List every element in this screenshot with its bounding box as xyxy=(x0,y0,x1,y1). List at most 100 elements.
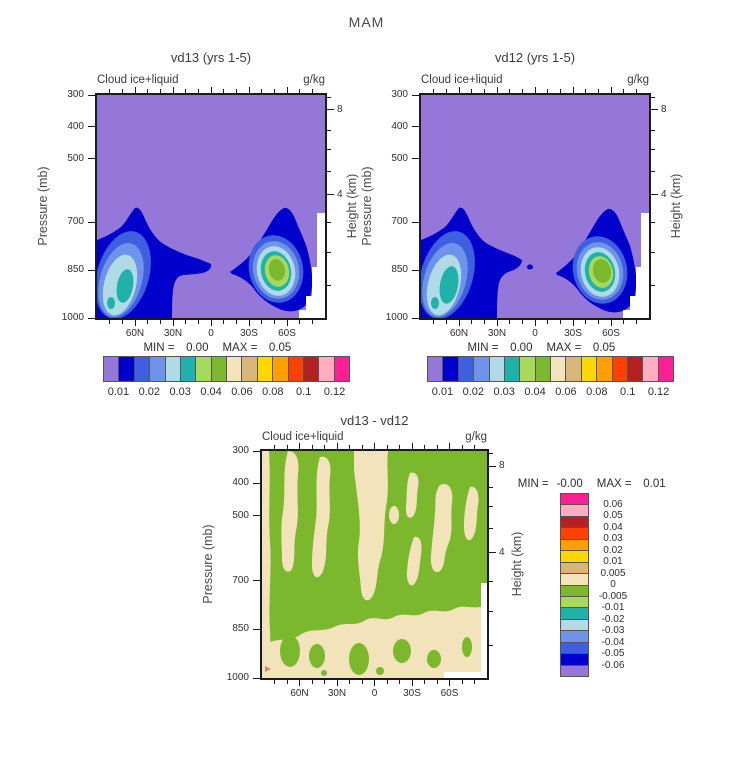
lat-tick-label: 0 xyxy=(371,688,378,699)
pressure-tick xyxy=(88,126,95,128)
vd13-min-label: MIN = xyxy=(143,342,175,354)
colorbar-cell xyxy=(561,596,588,609)
lat-minor-tick-top xyxy=(471,89,473,93)
lat-minor-tick xyxy=(349,680,350,684)
colorbar-vd13 xyxy=(103,356,350,382)
colorbar-cell xyxy=(566,357,582,381)
colorbar-cell xyxy=(165,357,181,381)
height-minor-tick xyxy=(651,252,655,254)
vd12-max-label: MAX = xyxy=(546,342,582,354)
lat-minor-tick-top xyxy=(521,89,523,93)
panel-vd13-units: g/kg xyxy=(303,74,325,86)
lat-minor-tick xyxy=(311,680,313,684)
diff-colorbar-tick-label: 0.04 xyxy=(603,521,623,533)
colorbar-cell xyxy=(227,357,243,381)
lat-minor-tick xyxy=(597,320,599,324)
lat-minor-tick xyxy=(147,320,149,324)
colorbar-tick-label: 0.03 xyxy=(493,386,515,398)
lat-minor-tick xyxy=(261,320,263,324)
lat-tick-label: 0 xyxy=(208,328,214,339)
lat-minor-tick xyxy=(509,320,511,324)
lat-minor-tick-top xyxy=(273,89,275,93)
colorbar-cell xyxy=(458,357,475,381)
pressure-tick xyxy=(412,126,419,128)
pressure-tick xyxy=(412,269,419,271)
colorbar-cell xyxy=(535,357,551,381)
figure-title: MAM xyxy=(348,14,385,30)
colorbar-tick-label: 0.08 xyxy=(586,386,608,398)
pressure-tick-label: 400 xyxy=(67,120,84,132)
lat-minor-tick-top xyxy=(349,445,350,449)
height-major-tick xyxy=(651,194,658,196)
colorbar-cell xyxy=(561,562,588,575)
height-minor-tick xyxy=(651,170,655,172)
colorbar-cell xyxy=(561,608,588,620)
lat-minor-tick-top xyxy=(445,89,447,93)
colorbar-diff xyxy=(560,493,589,677)
lat-minor-tick xyxy=(547,320,549,324)
pressure-tick xyxy=(253,515,260,517)
colorbar-cell xyxy=(561,494,588,506)
colorbar-cell xyxy=(561,551,588,563)
lat-minor-tick xyxy=(299,320,301,324)
panel-diff-height-axis-label: Height (km) xyxy=(510,531,524,597)
lat-major-tick xyxy=(374,680,375,686)
lat-minor-tick-top xyxy=(159,89,161,93)
lat-minor-tick-top xyxy=(147,89,149,93)
lat-minor-tick-top xyxy=(311,445,313,449)
colorbar-tick-label: 0.1 xyxy=(296,386,312,398)
lat-minor-tick-top xyxy=(197,89,199,93)
lat-major-tick-top xyxy=(172,87,174,93)
lat-minor-tick xyxy=(274,680,275,684)
lat-minor-tick xyxy=(559,320,561,324)
panel-vd12-title: vd12 (yrs 1-5) xyxy=(494,50,576,65)
pressure-tick-label: 300 xyxy=(232,445,249,456)
height-minor-tick xyxy=(327,222,331,224)
colorbar-cell xyxy=(242,357,258,381)
diff-colorbar-tick-label: 0.01 xyxy=(603,556,623,567)
lat-minor-tick-top xyxy=(235,89,237,93)
colorbar-cell xyxy=(627,357,644,381)
lat-major-tick xyxy=(610,320,612,326)
lat-minor-tick-top xyxy=(461,445,463,449)
lat-minor-tick xyxy=(521,320,523,324)
pressure-tick-label: 1000 xyxy=(61,312,84,323)
vd13-contour-field xyxy=(97,95,325,318)
lat-major-tick-top xyxy=(299,443,300,449)
lat-minor-tick xyxy=(286,680,288,684)
pressure-tick-label: 300 xyxy=(391,89,408,100)
diff-colorbar-tick-label: -0.005 xyxy=(598,590,628,602)
colorbar-tick-label: 0.03 xyxy=(169,386,191,398)
vd13-min-value: 0.00 xyxy=(186,342,209,354)
pressure-tick xyxy=(88,269,95,271)
colorbar-cell xyxy=(658,357,673,381)
height-major-tick xyxy=(489,465,496,467)
lat-minor-tick xyxy=(361,680,363,684)
colorbar-cell xyxy=(561,574,588,586)
colorbar-cell xyxy=(561,642,588,655)
colorbar-cell xyxy=(443,357,459,381)
diff-min-value: -0.00 xyxy=(556,478,583,490)
colorbar-cell xyxy=(561,505,588,517)
pressure-tick xyxy=(253,677,260,679)
lat-tick-label: 0 xyxy=(532,328,538,339)
lat-minor-tick-top xyxy=(547,89,549,93)
lat-minor-tick xyxy=(386,680,388,684)
pressure-tick-label: 850 xyxy=(391,264,408,276)
panel-diff-title: vd13 - vd12 xyxy=(340,413,409,428)
lat-tick-label: 30N xyxy=(327,688,347,699)
panel-diff-minmax: MIN = -0.00 MAX = 0.01 xyxy=(505,466,705,502)
diff-colorbar-tick-label: -0.04 xyxy=(601,636,625,648)
height-minor-tick xyxy=(489,506,493,508)
panel-vd13-pressure-axis-label: Pressure (mb) xyxy=(36,166,50,246)
panel-vd12-minmax: MIN = 0.00 MAX = 0.05 xyxy=(421,330,649,366)
pressure-tick-label: 400 xyxy=(391,120,408,132)
colorbar-vd12 xyxy=(427,356,674,382)
lat-major-tick xyxy=(458,320,460,326)
lat-major-tick-top xyxy=(572,87,574,93)
lat-major-tick xyxy=(134,320,136,326)
lat-minor-tick-top xyxy=(597,89,599,93)
panel-diff-units: g/kg xyxy=(465,431,487,443)
colorbar-cell xyxy=(211,357,227,381)
